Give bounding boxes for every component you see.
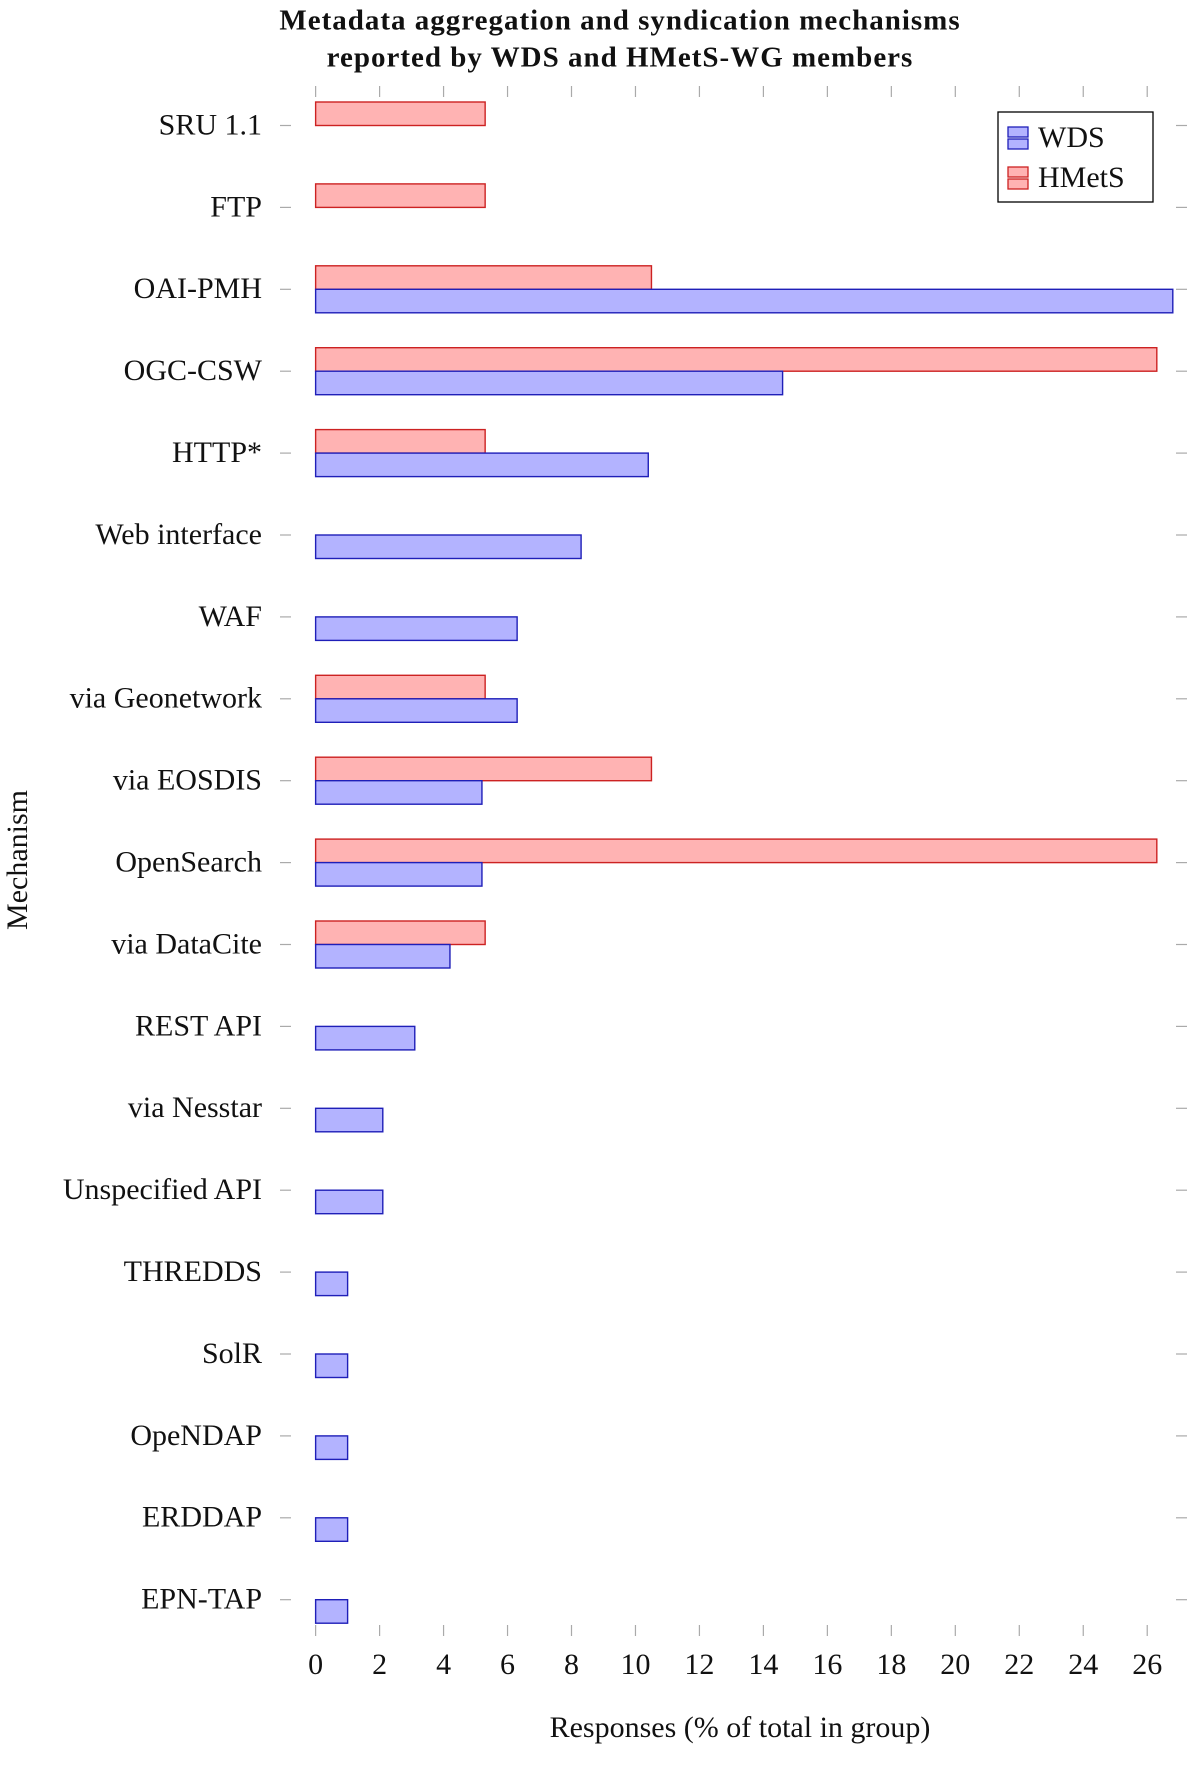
bar — [314, 943, 451, 969]
bar — [314, 534, 582, 560]
y-tick-label: ERDDAP — [142, 1501, 262, 1534]
bar — [314, 1435, 349, 1461]
legend-swatch — [1007, 126, 1029, 138]
y-tick-label: via EOSDIS — [113, 764, 262, 797]
y-tick-label: SolR — [202, 1337, 262, 1370]
y-tick-label: OAI-PMH — [134, 272, 262, 305]
y-tick-label: OpeNDAP — [130, 1419, 262, 1452]
x-tick-label: 10 — [620, 1648, 650, 1681]
y-tick-label: OGC-CSW — [124, 354, 263, 387]
legend-swatch — [1007, 178, 1029, 190]
y-tick-label: WAF — [199, 600, 262, 633]
x-tick-label: 4 — [436, 1648, 451, 1681]
y-tick-label: EPN-TAP — [141, 1583, 262, 1616]
y-axis-title: Mechanism — [1, 790, 34, 930]
y-tick-label: OpenSearch — [115, 845, 262, 878]
legend-swatch — [1007, 138, 1029, 150]
bar — [314, 698, 518, 723]
bar — [314, 1353, 349, 1379]
bar — [314, 1271, 349, 1297]
chart-title: Metadata aggregation and syndication mec… — [279, 5, 960, 37]
y-tick-label: HTTP* — [172, 436, 262, 469]
bar — [314, 452, 649, 478]
y-tick-label: FTP — [210, 190, 262, 223]
x-tick-label: 2 — [372, 1648, 387, 1681]
x-axis-title: Responses (% of total in group) — [550, 1711, 931, 1744]
bar — [314, 1517, 349, 1543]
y-tick-label: SRU 1.1 — [159, 108, 262, 141]
bar — [314, 370, 784, 396]
x-tick-label: 0 — [308, 1648, 323, 1681]
x-tick-label: 18 — [876, 1648, 906, 1681]
bar — [314, 920, 486, 946]
x-tick-label: 24 — [1068, 1648, 1098, 1681]
x-tick-label: 12 — [684, 1648, 714, 1681]
bar — [314, 838, 1158, 864]
x-tick-label: 26 — [1132, 1648, 1162, 1681]
y-tick-label: REST API — [135, 1009, 262, 1042]
bar — [314, 616, 518, 642]
y-tick-label: THREDDS — [124, 1255, 262, 1288]
legend-swatch — [1007, 166, 1029, 178]
x-tick-label: 8 — [564, 1648, 579, 1681]
legend-label: WDS — [1038, 121, 1105, 154]
x-tick-label: 20 — [940, 1648, 970, 1681]
legend-label: HMetS — [1038, 161, 1125, 194]
x-tick-label: 16 — [812, 1648, 842, 1681]
x-tick-label: 6 — [500, 1648, 515, 1681]
y-tick-label: Web interface — [95, 518, 262, 551]
chart-title: reported by WDS and HMetS-WG members — [327, 42, 914, 74]
y-tick-label: via Nesstar — [128, 1091, 262, 1124]
bar — [314, 288, 1174, 314]
bar — [314, 861, 483, 887]
y-tick-label: via Geonetwork — [70, 682, 262, 715]
x-tick-label: 14 — [748, 1648, 778, 1681]
bar — [314, 1189, 384, 1215]
bar — [314, 183, 486, 209]
bar — [314, 101, 486, 127]
bar — [314, 1598, 349, 1624]
bar — [314, 347, 1158, 372]
bar — [314, 265, 653, 290]
bar — [314, 780, 483, 805]
bar — [314, 674, 486, 700]
bar — [314, 756, 653, 782]
bar — [314, 1107, 384, 1133]
bar — [314, 1025, 416, 1051]
y-tick-label: via DataCite — [111, 927, 262, 960]
y-tick-label: Unspecified API — [63, 1173, 262, 1206]
x-tick-label: 22 — [1004, 1648, 1034, 1681]
bar — [314, 428, 486, 454]
